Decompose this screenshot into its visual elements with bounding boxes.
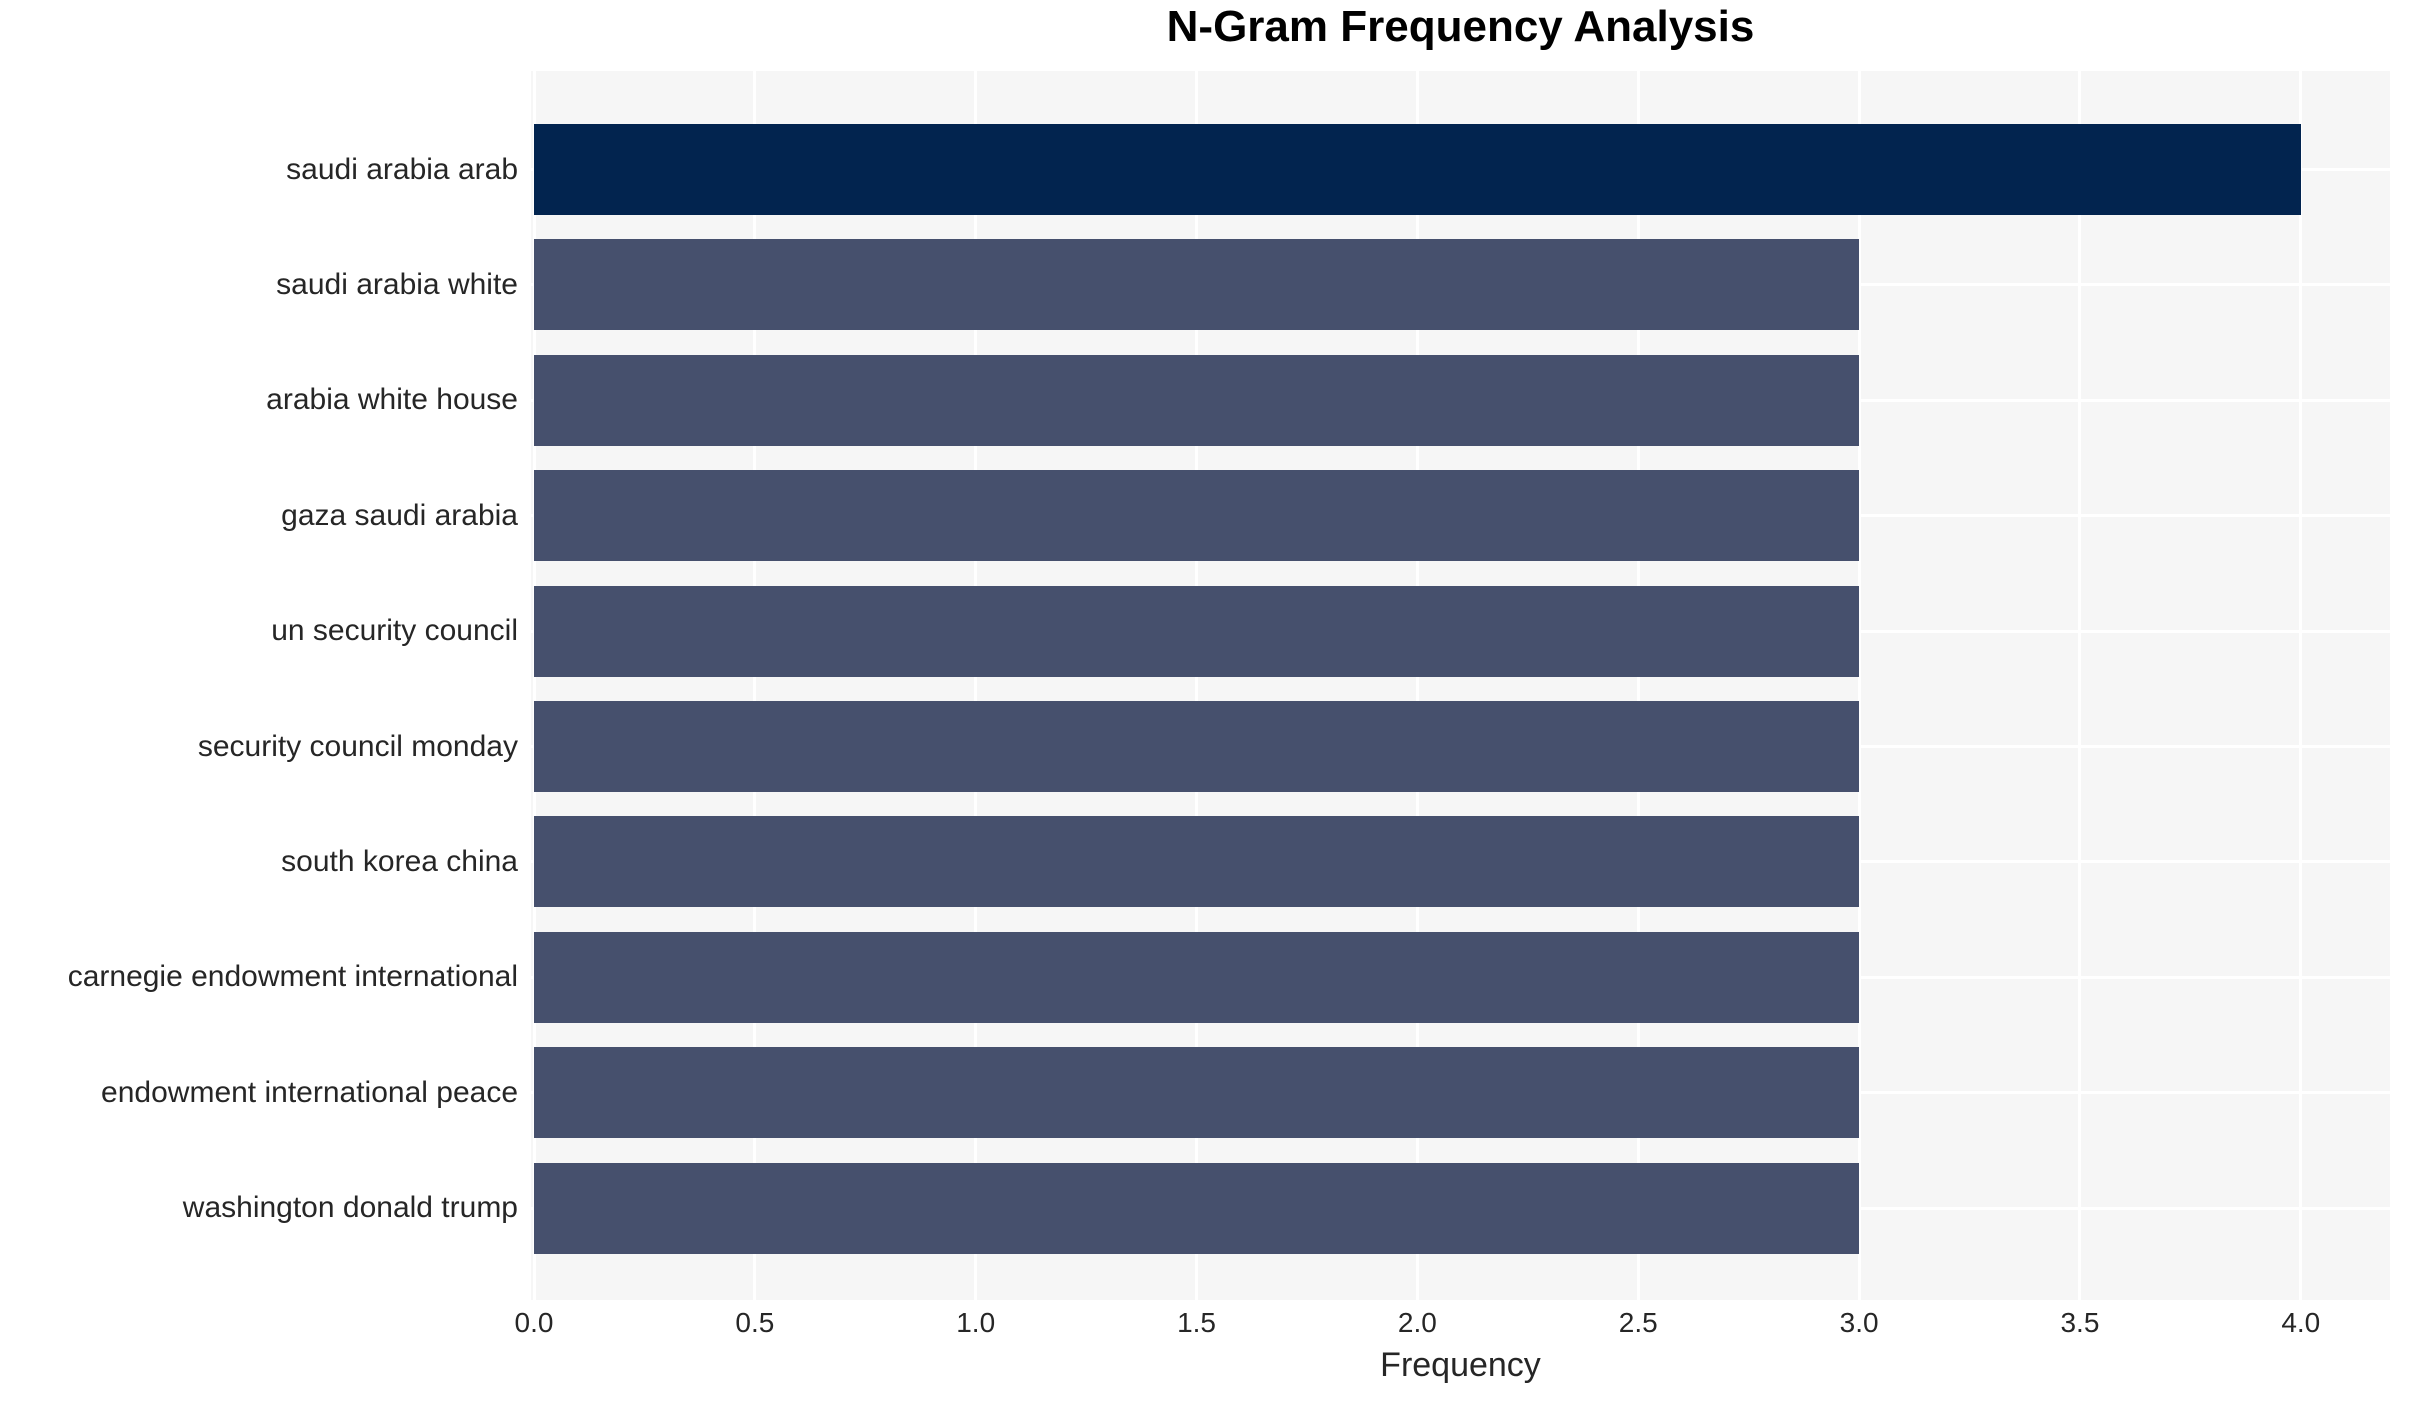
gridline-vertical [1415,71,1419,1300]
category-label: un security council [271,614,518,648]
bar [534,1047,1860,1139]
category-label: washington donald trump [182,1191,518,1225]
bar [534,931,1860,1023]
bar [534,470,1860,562]
chart-title: N-Gram Frequency Analysis [1166,2,1755,51]
gridline-vertical [2078,71,2082,1300]
bar [534,1162,1860,1254]
bar [534,124,2301,215]
bar [534,354,1860,446]
gridline-vertical [2299,71,2303,1300]
gridline-vertical [532,71,536,1300]
category-label: saudi arabia arab [286,152,518,186]
x-tick-label: 3.0 [1839,1307,1879,1338]
category-label: south korea china [281,844,518,878]
x-tick-label: 0.5 [735,1307,775,1338]
bar [534,239,1860,331]
gridline-vertical [974,71,978,1300]
x-tick-label: 3.5 [2060,1307,2100,1338]
gridline-vertical [1636,71,1640,1300]
category-label: carnegie endowment international [67,960,518,994]
x-tick-label: 2.5 [1618,1307,1658,1338]
category-label: arabia white house [266,383,518,417]
x-axis-title: Frequency [1380,1346,1541,1384]
category-label: gaza saudi arabia [281,498,518,532]
x-tick-label: 1.0 [956,1307,996,1338]
x-tick-label: 2.0 [1397,1307,1437,1338]
category-label: security council monday [197,729,518,763]
gridline-vertical [1857,71,1861,1300]
category-label: endowment international peace [101,1075,518,1109]
bar [534,816,1860,908]
category-label: saudi arabia white [276,267,518,301]
bar [534,585,1860,677]
gridline-vertical [753,71,757,1300]
gridline-vertical [1195,71,1199,1300]
x-tick-label: 0.0 [514,1307,554,1338]
bar [534,701,1860,792]
x-tick-label: 1.5 [1177,1307,1217,1338]
plot-area [531,71,2390,1300]
x-tick-label: 4.0 [2281,1307,2321,1338]
